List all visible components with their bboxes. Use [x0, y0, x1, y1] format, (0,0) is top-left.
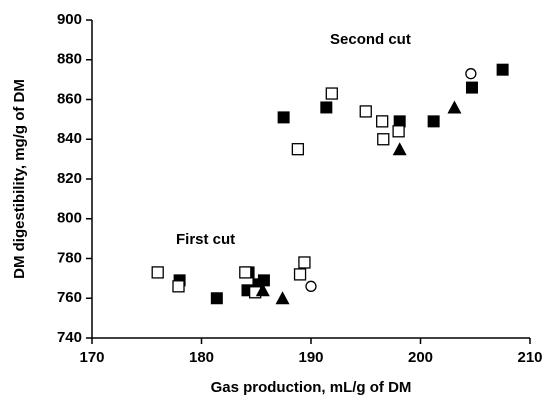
point — [257, 274, 270, 287]
y-tick-label: 900 — [57, 11, 82, 28]
point — [392, 125, 405, 138]
x-tick-label: 210 — [517, 349, 542, 366]
point — [377, 133, 390, 146]
point — [293, 268, 307, 281]
y-tick-label: 880 — [57, 51, 82, 68]
y-tick-label: 740 — [57, 329, 82, 346]
y-tick-label: 780 — [57, 249, 82, 266]
x-tick-label: 190 — [298, 349, 323, 366]
y-tick-label: 840 — [57, 130, 82, 147]
annotation: Second cut — [330, 31, 411, 48]
point — [277, 111, 290, 124]
point — [210, 292, 223, 305]
point — [465, 81, 478, 94]
x-tick-label: 180 — [189, 349, 214, 366]
point — [320, 101, 333, 114]
point — [239, 266, 252, 279]
point — [465, 68, 477, 80]
annotation: First cut — [176, 231, 235, 248]
y-axis-label: DM digestibility, mg/g of DM — [11, 79, 28, 279]
point — [325, 87, 338, 100]
point — [376, 115, 389, 128]
point — [447, 100, 462, 114]
y-tick-label: 760 — [57, 289, 82, 306]
point — [172, 280, 185, 293]
point — [275, 291, 290, 305]
point — [298, 256, 311, 269]
y-tick-label: 820 — [57, 170, 82, 187]
x-axis-label: Gas production, mL/g of DM — [211, 379, 412, 396]
y-tick-label: 800 — [57, 210, 82, 227]
point — [359, 105, 372, 118]
point — [393, 115, 406, 128]
point — [496, 63, 509, 76]
point — [305, 280, 317, 292]
y-tick-label: 860 — [57, 90, 82, 107]
x-tick-label: 170 — [79, 349, 104, 366]
point — [291, 143, 305, 156]
point — [255, 283, 270, 297]
point — [151, 266, 164, 279]
point — [392, 142, 407, 156]
point — [427, 115, 440, 128]
x-tick-label: 200 — [408, 349, 433, 366]
